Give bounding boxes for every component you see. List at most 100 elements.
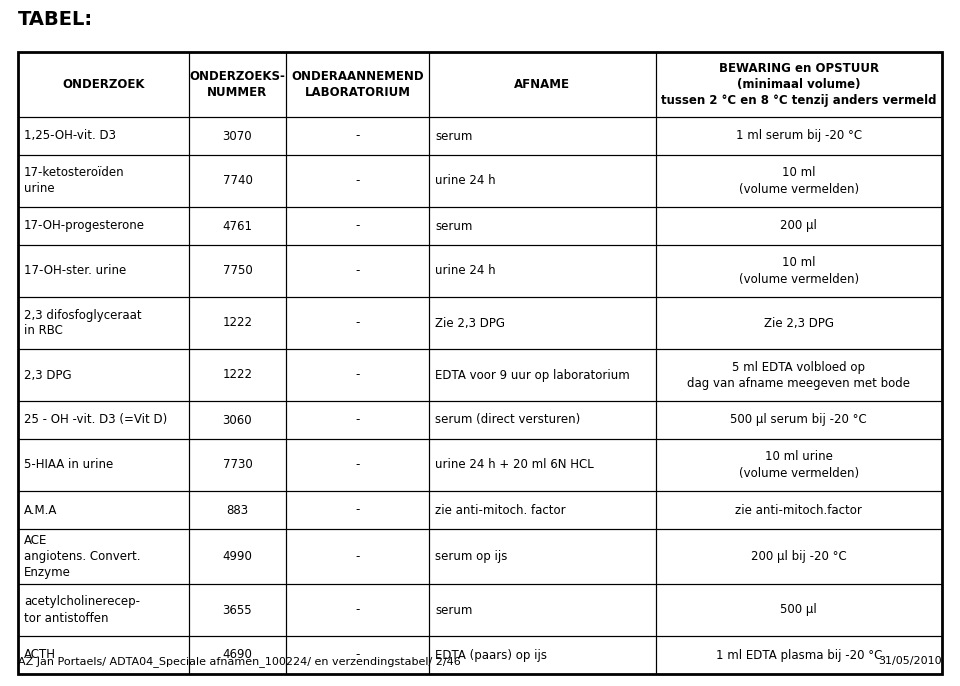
Text: -: -: [355, 648, 360, 661]
Bar: [656, 155, 942, 207]
Bar: [429, 636, 656, 674]
Text: urine 24 h: urine 24 h: [435, 174, 495, 187]
Bar: [656, 584, 942, 636]
Text: serum: serum: [435, 604, 472, 617]
Text: 17-OH-progesterone: 17-OH-progesterone: [24, 220, 145, 233]
Bar: [429, 439, 656, 491]
Text: urine 24 h + 20 ml 6N HCL: urine 24 h + 20 ml 6N HCL: [435, 458, 594, 471]
Bar: [18, 529, 189, 584]
Bar: [286, 401, 429, 439]
Text: 1,25-OH-vit. D3: 1,25-OH-vit. D3: [24, 130, 116, 143]
Bar: [429, 349, 656, 401]
Text: 5-HIAA in urine: 5-HIAA in urine: [24, 458, 113, 471]
Text: 10 ml
(volume vermelden): 10 ml (volume vermelden): [738, 257, 859, 285]
Text: -: -: [355, 368, 360, 381]
Bar: [429, 584, 656, 636]
Text: Zie 2,3 DPG: Zie 2,3 DPG: [764, 316, 834, 329]
Bar: [18, 245, 189, 297]
Bar: [18, 349, 189, 401]
Bar: [656, 349, 942, 401]
Bar: [656, 52, 942, 117]
Bar: [656, 297, 942, 349]
Text: AZ Jan Portaels/ ADTA04_Speciale afnamen_100224/ en verzendingstabel/ 2/46: AZ Jan Portaels/ ADTA04_Speciale afnamen…: [18, 656, 461, 667]
Text: AFNAME: AFNAME: [515, 78, 570, 91]
Bar: [429, 297, 656, 349]
Bar: [429, 491, 656, 529]
Bar: [189, 297, 286, 349]
Text: 7740: 7740: [223, 174, 252, 187]
Bar: [656, 529, 942, 584]
Bar: [286, 584, 429, 636]
Text: acetylcholinerecep-
tor antistoffen: acetylcholinerecep- tor antistoffen: [24, 595, 140, 624]
Text: A.M.A: A.M.A: [24, 504, 58, 517]
Bar: [18, 117, 189, 155]
Bar: [656, 207, 942, 245]
Text: 200 µl: 200 µl: [780, 220, 817, 233]
Text: 500 µl: 500 µl: [780, 604, 817, 617]
Bar: [286, 636, 429, 674]
Text: 17-OH-ster. urine: 17-OH-ster. urine: [24, 265, 127, 278]
Text: ACTH: ACTH: [24, 648, 56, 661]
Bar: [429, 155, 656, 207]
Bar: [286, 349, 429, 401]
Text: -: -: [355, 414, 360, 427]
Bar: [189, 349, 286, 401]
Bar: [656, 439, 942, 491]
Text: 3655: 3655: [223, 604, 252, 617]
Bar: [429, 52, 656, 117]
Bar: [18, 207, 189, 245]
Text: 1222: 1222: [223, 316, 252, 329]
Bar: [286, 155, 429, 207]
Bar: [286, 52, 429, 117]
Text: 883: 883: [227, 504, 249, 517]
Bar: [189, 439, 286, 491]
Bar: [286, 439, 429, 491]
Text: 3060: 3060: [223, 414, 252, 427]
Text: 3070: 3070: [223, 130, 252, 143]
Text: serum (direct versturen): serum (direct versturen): [435, 414, 581, 427]
Text: ONDERZOEK: ONDERZOEK: [62, 78, 145, 91]
Text: 31/05/2010: 31/05/2010: [878, 656, 942, 666]
Bar: [18, 491, 189, 529]
Bar: [189, 491, 286, 529]
Text: zie anti-mitoch.factor: zie anti-mitoch.factor: [735, 504, 862, 517]
Bar: [286, 207, 429, 245]
Text: 1222: 1222: [223, 368, 252, 381]
Text: 2,3 difosfoglyceraat
in RBC: 2,3 difosfoglyceraat in RBC: [24, 309, 142, 338]
Bar: [189, 529, 286, 584]
Text: 1 ml EDTA plasma bij -20 °C: 1 ml EDTA plasma bij -20 °C: [715, 648, 882, 661]
Bar: [18, 584, 189, 636]
Text: ONDERZOEKS-
NUMMER: ONDERZOEKS- NUMMER: [189, 70, 285, 99]
Text: 200 µl bij -20 °C: 200 µl bij -20 °C: [751, 550, 847, 563]
Bar: [656, 117, 942, 155]
Text: EDTA voor 9 uur op laboratorium: EDTA voor 9 uur op laboratorium: [435, 368, 630, 381]
Bar: [189, 584, 286, 636]
Bar: [189, 636, 286, 674]
Text: 7730: 7730: [223, 458, 252, 471]
Text: -: -: [355, 604, 360, 617]
Bar: [286, 529, 429, 584]
Bar: [189, 155, 286, 207]
Text: -: -: [355, 550, 360, 563]
Text: 4761: 4761: [223, 220, 252, 233]
Bar: [189, 207, 286, 245]
Bar: [286, 117, 429, 155]
Text: -: -: [355, 220, 360, 233]
Text: 25 - OH -vit. D3 (=Vit D): 25 - OH -vit. D3 (=Vit D): [24, 414, 167, 427]
Text: -: -: [355, 265, 360, 278]
Text: serum: serum: [435, 130, 472, 143]
Bar: [429, 207, 656, 245]
Bar: [429, 245, 656, 297]
Text: BEWARING en OPSTUUR
(minimaal volume)
tussen 2 °C en 8 °C tenzij anders vermeld: BEWARING en OPSTUUR (minimaal volume) tu…: [661, 62, 937, 107]
Bar: [189, 117, 286, 155]
Bar: [429, 401, 656, 439]
Text: -: -: [355, 316, 360, 329]
Bar: [429, 529, 656, 584]
Text: 10 ml
(volume vermelden): 10 ml (volume vermelden): [738, 167, 859, 196]
Bar: [18, 52, 189, 117]
Text: -: -: [355, 458, 360, 471]
Text: 5 ml EDTA volbloed op
dag van afname meegeven met bode: 5 ml EDTA volbloed op dag van afname mee…: [687, 361, 910, 390]
Bar: [656, 401, 942, 439]
Bar: [286, 245, 429, 297]
Text: 4690: 4690: [223, 648, 252, 661]
